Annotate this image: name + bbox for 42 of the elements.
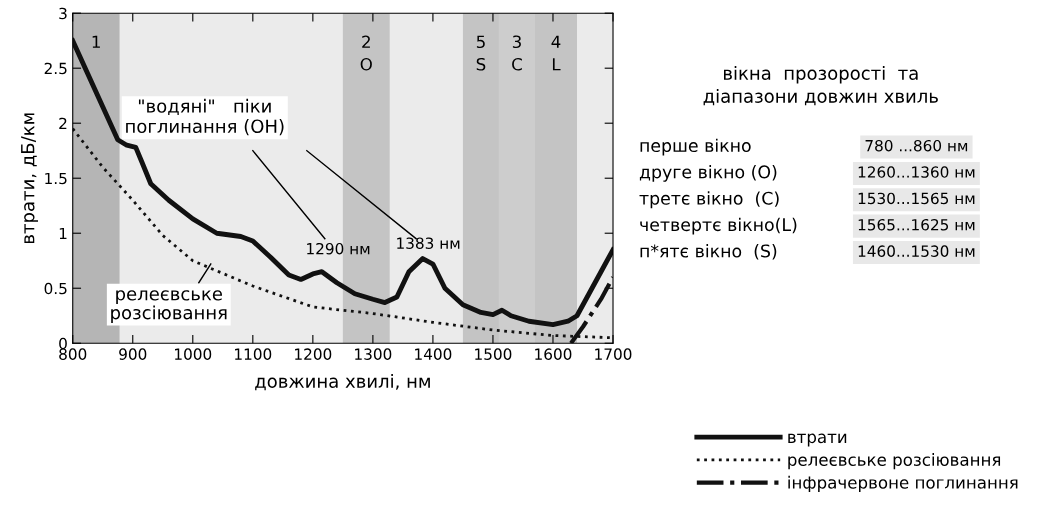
x-tick-label: 1000 xyxy=(175,348,212,360)
text: четвертє вікно(L) xyxy=(640,217,797,235)
text: 1460...1530 нм xyxy=(858,245,975,257)
x-tick-label: 1200 xyxy=(295,348,332,360)
text: 1530...1565 нм xyxy=(858,192,975,205)
legend-label: інфрачервоне поглинання xyxy=(788,475,1018,492)
x-axis-title: довжина хвилі, нм xyxy=(255,374,430,391)
y-tick-label: 0.5 xyxy=(44,282,67,295)
x-tick-label: 800 xyxy=(59,348,87,360)
annotation: "водяні" піки поглинання (OH) xyxy=(126,98,284,136)
text: 1260...1360 нм xyxy=(858,166,975,178)
text: перше вікно xyxy=(640,138,751,156)
x-tick-label: 1600 xyxy=(535,348,572,360)
x-tick-label: 1400 xyxy=(415,348,452,360)
y-tick-label: 1.5 xyxy=(45,172,67,185)
annotation: 1383 нм xyxy=(397,237,460,249)
legend-label: втрати xyxy=(788,433,847,447)
y-tick-label: 2.5 xyxy=(44,62,67,75)
text: 780 ...860 нм xyxy=(865,139,968,152)
text: п*ятє вікно (S) xyxy=(640,244,777,260)
text: 1565...1625 нм xyxy=(858,219,975,231)
band-label: 4 L xyxy=(551,35,561,71)
y-tick-label: 1 xyxy=(59,227,67,240)
annotation: 1290 нм xyxy=(307,242,370,255)
x-tick-label: 1100 xyxy=(235,348,272,360)
y-axis-title: втрати, дБ/км xyxy=(21,113,39,244)
legend-label: релеєвське розсіювання xyxy=(788,453,1001,470)
x-tick-label: 900 xyxy=(119,348,147,360)
band-label: 2 O xyxy=(360,35,372,71)
text: вікна прозорості та діапазони довжин хвиль xyxy=(703,65,938,106)
text: третє вікно (C) xyxy=(639,191,779,209)
y-tick-label: 3 xyxy=(59,7,67,20)
band-label: 1 xyxy=(92,35,100,48)
x-tick-label: 1700 xyxy=(595,348,632,360)
y-tick-label: 0 xyxy=(59,337,67,350)
y-tick-label: 2 xyxy=(59,117,67,130)
band-label: 5 S xyxy=(476,35,486,71)
x-tick-label: 1300 xyxy=(355,348,392,360)
x-tick-label: 1500 xyxy=(475,348,512,360)
annotation: релеєвське розсіювання xyxy=(111,290,227,323)
text: друге вікно (O) xyxy=(639,164,777,182)
band-label: 3 C xyxy=(512,35,522,71)
